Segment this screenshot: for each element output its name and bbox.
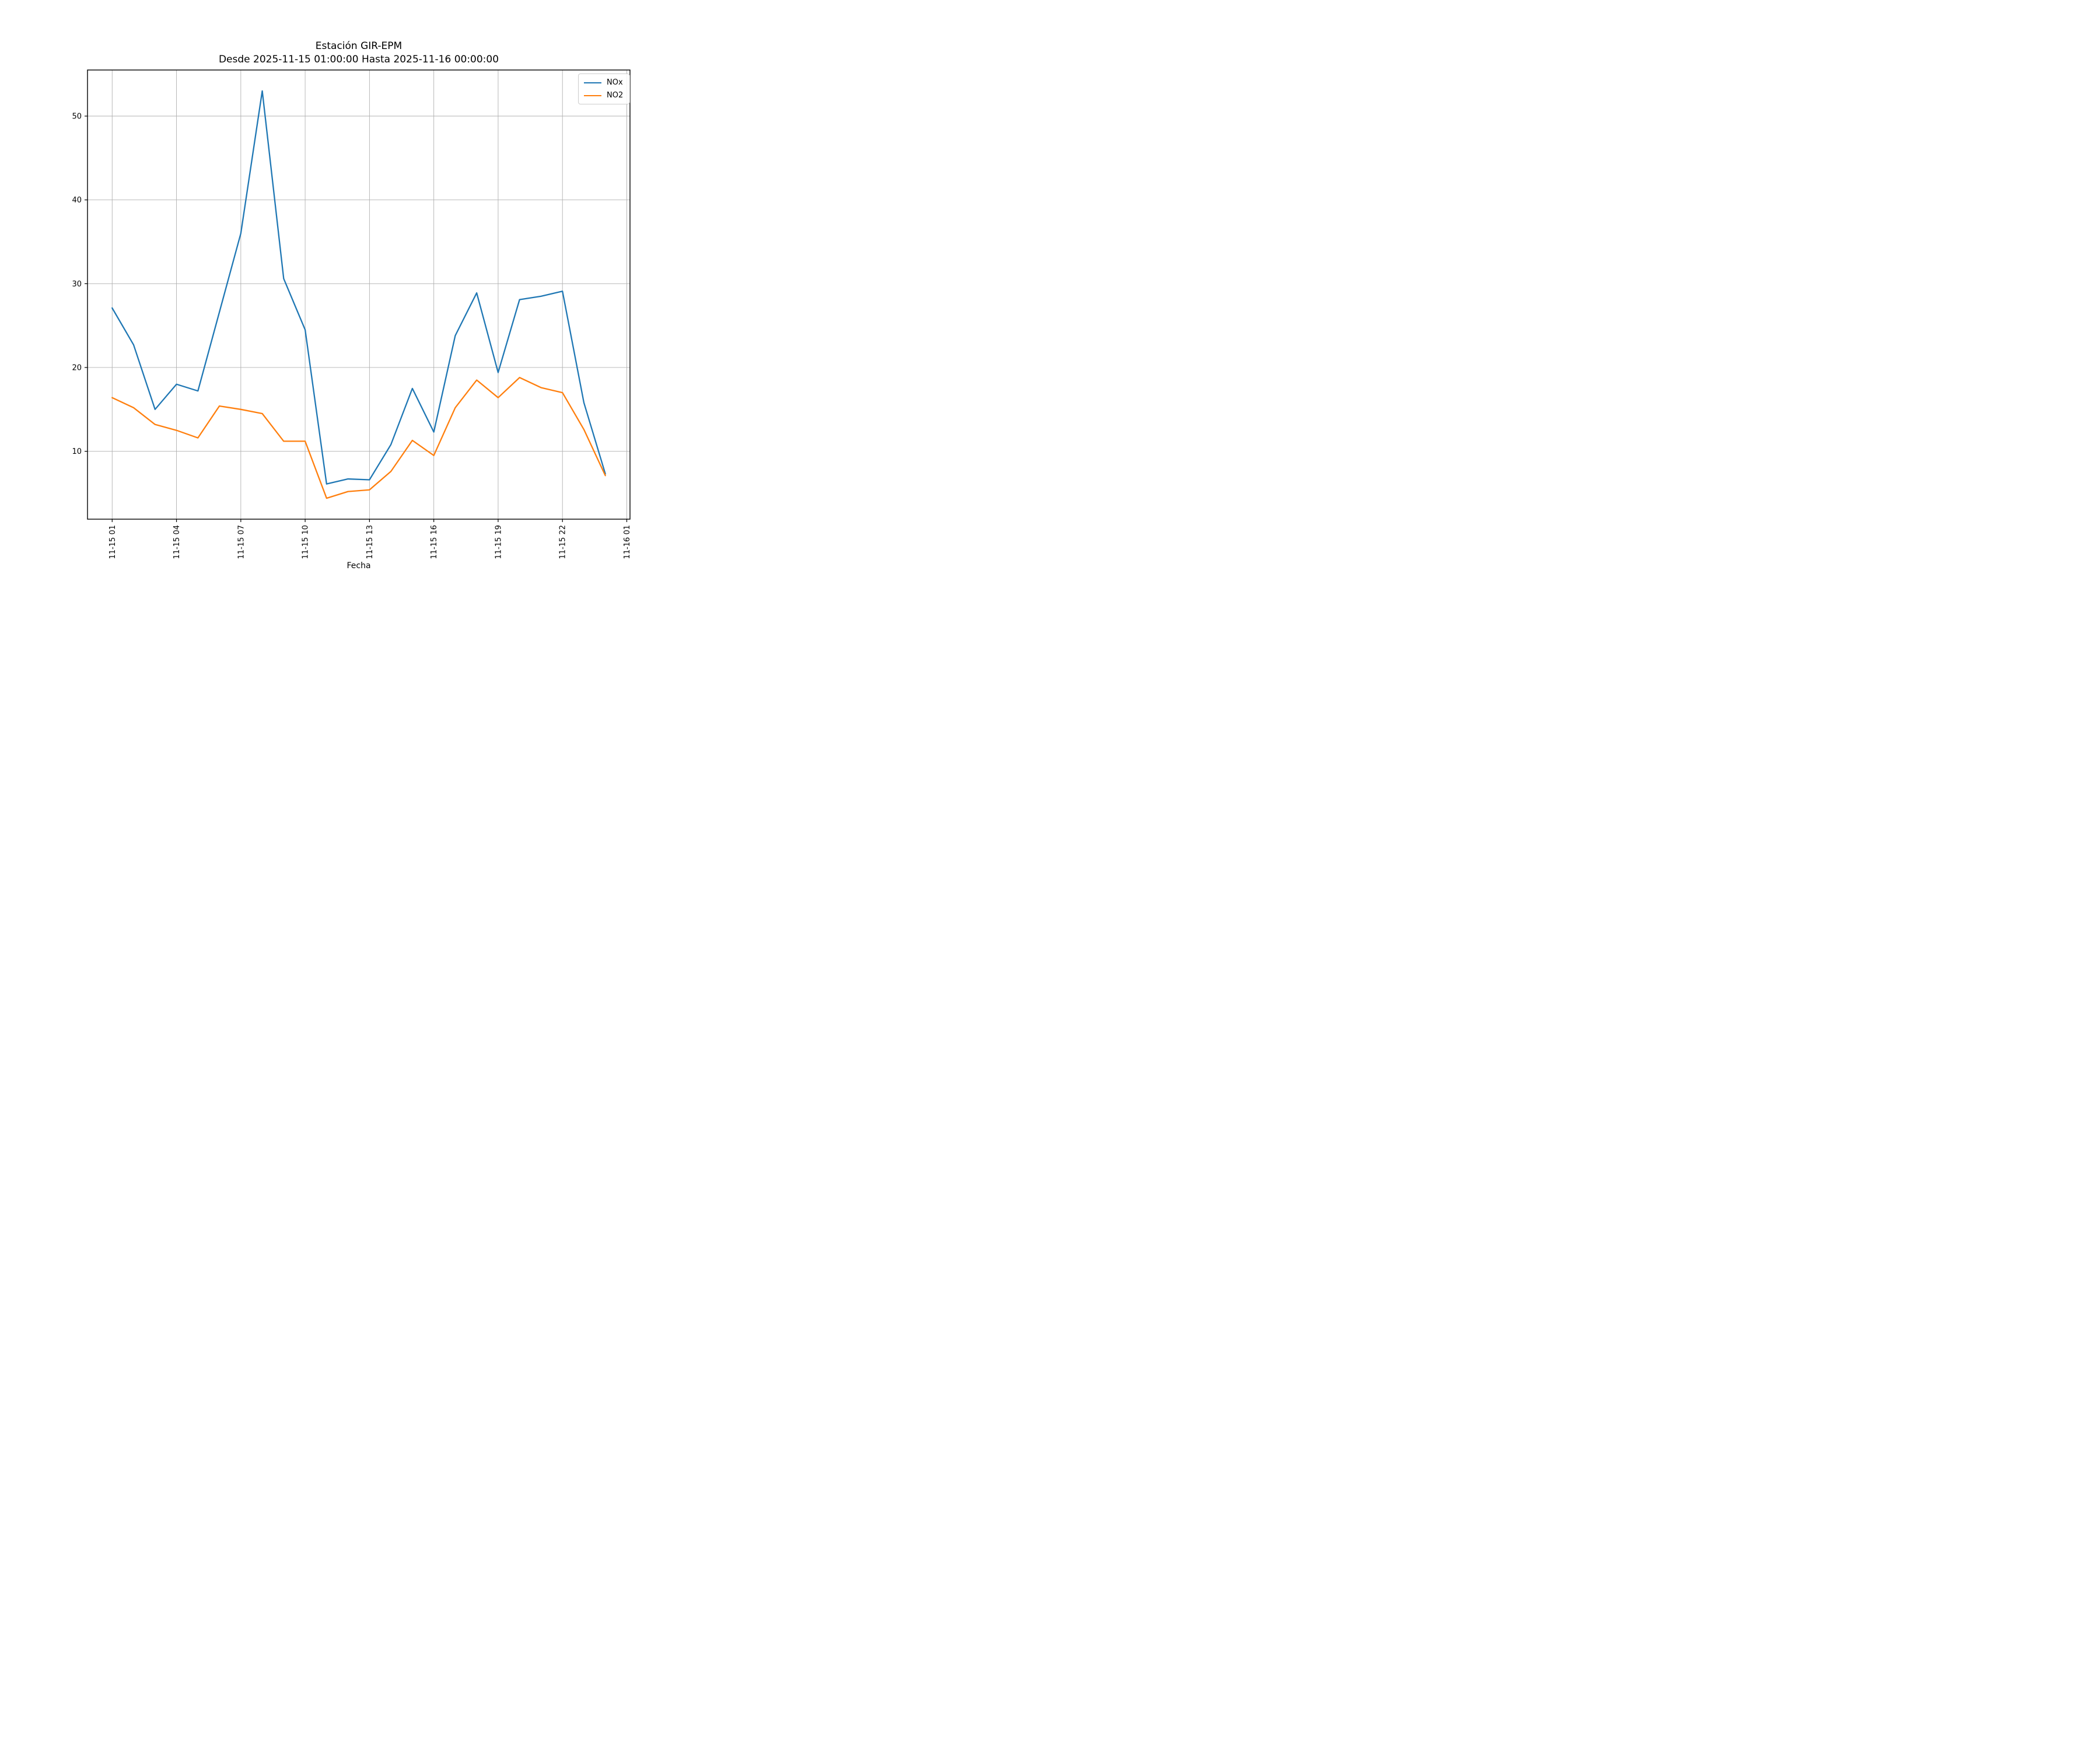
y-tick-label: 40 xyxy=(72,196,82,205)
legend-label-nox: NOx xyxy=(607,78,623,87)
x-tick-label: 11-15 04 xyxy=(173,525,181,559)
legend-item-no2: NO2 xyxy=(584,91,623,100)
x-tick-label: 11-16 01 xyxy=(623,525,632,559)
x-tick-label: 11-15 13 xyxy=(366,525,374,559)
legend-item-nox: NOx xyxy=(584,78,623,87)
y-tick-label: 50 xyxy=(72,113,82,121)
no2-series-line xyxy=(111,377,606,499)
x-axis-label: Fecha xyxy=(346,561,371,570)
x-tick-label: 11-15 10 xyxy=(302,525,310,559)
x-tick-label: 11-15 19 xyxy=(494,525,503,559)
chart-title-line2: Desde 2025-11-15 01:00:00 Hasta 2025-11-… xyxy=(218,54,499,65)
plot-border xyxy=(87,69,631,520)
nox-series-line xyxy=(111,90,606,485)
chart-title: Estación GIR-EPM Desde 2025-11-15 01:00:… xyxy=(88,40,630,66)
no2-line-swatch xyxy=(584,94,601,96)
x-tick-label: 11-15 01 xyxy=(108,525,117,559)
legend-label-no2: NO2 xyxy=(607,91,624,100)
x-tick-label: 11-15 16 xyxy=(430,525,439,559)
x-tick-label: 11-15 22 xyxy=(559,525,568,559)
legend: NOx NO2 xyxy=(578,74,631,104)
nox-line-swatch xyxy=(584,82,601,83)
x-tick-label: 11-15 07 xyxy=(237,525,246,559)
y-tick-label: 20 xyxy=(72,363,82,372)
matplotlib-figure: 11-15 01 11-15 04 11-15 07 11-15 10 11-15 13… xyxy=(0,0,700,583)
chart-title-line1: Estación GIR-EPM xyxy=(315,40,402,52)
y-tick-label: 30 xyxy=(72,280,82,289)
y-tick-label: 10 xyxy=(72,447,82,456)
chart-canvas: 11-15 01 11-15 04 11-15 07 11-15 10 11-15 13… xyxy=(72,69,632,559)
